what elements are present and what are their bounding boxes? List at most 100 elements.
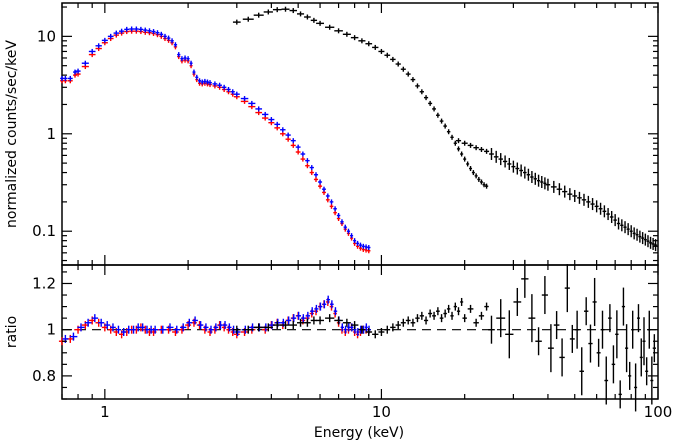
- data-point: [233, 91, 240, 97]
- data-point: [186, 56, 190, 62]
- data-point: [505, 310, 514, 359]
- data-point: [579, 347, 585, 396]
- data-point: [489, 148, 494, 161]
- data-point: [559, 338, 565, 377]
- data-point: [378, 48, 385, 54]
- data-point: [400, 318, 406, 327]
- data-point: [372, 330, 379, 339]
- data-point: [289, 8, 298, 14]
- data-point: [316, 20, 325, 26]
- data-point: [124, 26, 130, 32]
- data-point: [358, 325, 366, 334]
- data-point: [297, 318, 305, 327]
- data-point: [343, 325, 348, 334]
- data-point: [462, 314, 467, 323]
- data-point: [113, 30, 120, 36]
- data-point: [119, 28, 125, 34]
- data-point: [297, 11, 305, 17]
- data-point: [450, 311, 454, 320]
- data-point: [180, 56, 184, 62]
- data-point: [350, 233, 354, 239]
- data-point: [415, 83, 420, 89]
- data-point: [263, 323, 273, 332]
- data-point: [632, 227, 636, 240]
- data-point: [621, 287, 626, 326]
- data-point: [415, 314, 420, 323]
- data-point: [217, 82, 222, 88]
- data-point: [364, 244, 368, 250]
- data-point: [289, 321, 298, 330]
- data-point: [553, 311, 560, 340]
- data-point: [129, 26, 135, 32]
- data-point: [104, 321, 111, 330]
- data-point: [608, 304, 612, 333]
- data-point: [310, 316, 318, 325]
- data-point: [541, 276, 548, 315]
- data-point: [316, 316, 325, 325]
- data-point: [496, 299, 506, 338]
- ratio-axes: 1 10 100 0.8 1 1.2: [32, 265, 672, 421]
- data-point: [192, 69, 196, 75]
- series-spectrum-3: [455, 138, 658, 252]
- data-point: [121, 328, 127, 336]
- series-spectrum-2: [232, 6, 489, 189]
- data-point: [140, 323, 145, 332]
- data-point: [192, 316, 198, 325]
- data-point: [340, 323, 344, 332]
- data-point: [147, 28, 152, 34]
- data-point: [213, 323, 219, 332]
- data-point: [572, 189, 578, 202]
- data-point: [295, 149, 301, 155]
- data-point: [446, 304, 451, 313]
- data-point: [305, 163, 310, 169]
- data-point: [173, 42, 178, 48]
- ratio-y-axis-label: ratio: [4, 316, 20, 348]
- data-point: [488, 315, 495, 344]
- data-point: [455, 138, 462, 144]
- data-point: [536, 174, 541, 187]
- data-point: [333, 307, 338, 316]
- data-point: [435, 112, 440, 118]
- series-spectrum-0: [60, 28, 371, 254]
- series-ratio-2: [232, 297, 489, 339]
- data-point: [443, 309, 447, 318]
- data-point: [110, 323, 116, 332]
- data-point: [325, 24, 335, 30]
- data-point: [643, 233, 647, 246]
- data-point: [222, 321, 228, 330]
- data-point: [84, 318, 92, 327]
- y-tick-label: 1: [46, 321, 56, 339]
- data-point: [596, 338, 601, 367]
- data-point: [334, 28, 343, 34]
- data-point: [63, 75, 68, 81]
- spectrum-clip-group: [60, 6, 658, 254]
- data-point: [325, 193, 330, 199]
- data-point: [439, 118, 444, 124]
- data-point: [641, 232, 645, 245]
- data-point: [281, 321, 290, 330]
- data-point: [482, 182, 486, 188]
- data-point: [521, 259, 529, 298]
- data-point: [584, 297, 589, 326]
- data-point: [450, 134, 454, 140]
- data-point: [152, 325, 159, 334]
- data-point: [523, 166, 527, 179]
- data-point: [334, 316, 343, 325]
- data-point: [620, 219, 624, 232]
- series-ratio-1: [62, 295, 371, 343]
- data-point: [135, 323, 141, 332]
- spectrum-panel: 0.1 1 10 normalized counts/sec/keV: [4, 2, 659, 266]
- spectrum-y-axis-label: normalized counts/sec/keV: [4, 40, 20, 228]
- data-point: [280, 127, 286, 133]
- data-point: [143, 27, 148, 33]
- data-point: [606, 208, 610, 221]
- data-point: [101, 37, 108, 43]
- data-point: [353, 238, 357, 244]
- data-point: [67, 75, 73, 81]
- data-point: [300, 156, 306, 162]
- y-tick-label: 0.1: [32, 222, 56, 240]
- data-point: [567, 188, 573, 201]
- data-point: [586, 195, 591, 208]
- data-point: [98, 318, 105, 327]
